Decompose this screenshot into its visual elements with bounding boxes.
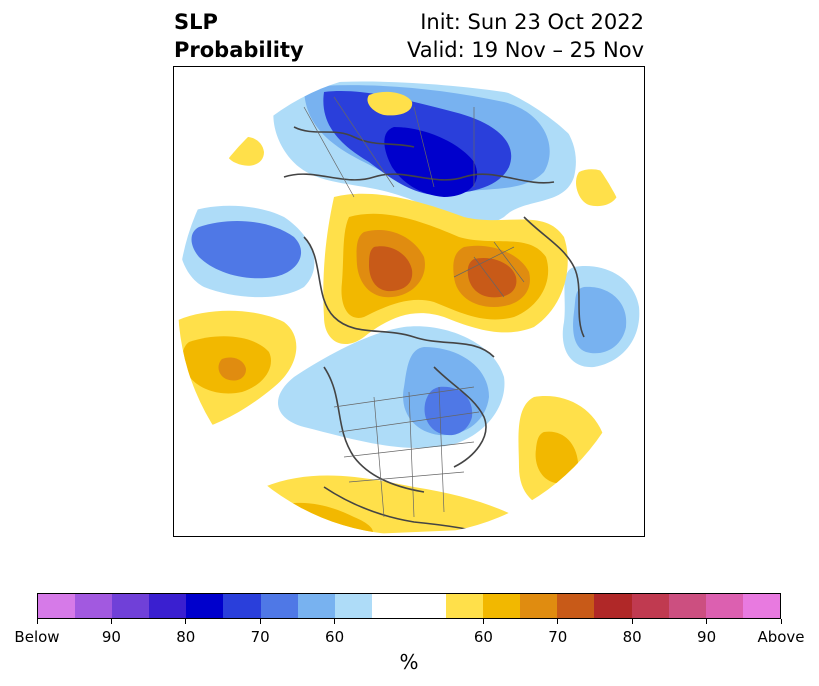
colorbar-cell [38,594,76,618]
colorbar-tick-label: 80 [176,628,196,646]
colorbar-cell [631,594,669,618]
colorbar-tick-label: 70 [250,628,270,646]
colorbar-cell [594,594,632,618]
valid-range: Valid: 19 Nov – 25 Nov [407,38,644,62]
colorbar-tick-mark [557,619,559,624]
colorbar-tick-mark [36,619,38,624]
colorbar-tick-mark [334,619,336,624]
colorbar-unit: % [399,650,419,674]
colorbar-cell [297,594,335,618]
borders [303,96,525,518]
colorbar-cell [112,594,150,618]
colorbar-cell [260,594,298,618]
colorbar-tick-mark [259,619,261,624]
below-normal-mid-east [573,286,627,354]
probability-map [174,67,644,536]
chart-title-right: Init: Sun 23 Oct 2022 Valid: 19 Nov – 25… [407,8,644,64]
chart-title-left: SLP Probability [174,8,304,64]
colorbar-tick-label: Above [757,628,805,646]
colorbar-tick-mark [706,619,708,624]
colorbar-cell [668,594,706,618]
colorbar-tick-label: Below [14,628,60,646]
above-normal-atlantic-mid [535,431,578,484]
above-normal-north [367,91,413,116]
above-normal-peak-east [467,257,517,298]
colorbar-cell [334,594,372,618]
below-normal-america-core [424,386,473,436]
colorbar-cell [186,594,224,618]
colorbar-cell [483,594,521,618]
colorbar-tick-mark [482,619,484,624]
colorbar-cell [371,594,409,618]
colorbar-tick-mark [631,619,633,624]
colorbar-tick-label: 90 [101,628,121,646]
colorbar-cell [705,594,743,618]
colorbar-cell [557,594,595,618]
coastlines [283,126,585,535]
colorbar-tick-mark [185,619,187,624]
colorbar-tick-label: 80 [622,628,642,646]
colorbar-cell [520,594,558,618]
colorbar-tick-mark [780,619,782,624]
colorbar-tick-label: 70 [548,628,568,646]
init-date: Init: Sun 23 Oct 2022 [420,10,644,34]
colorbar [37,593,781,619]
map-panel [173,66,645,537]
colorbar-cell [75,594,113,618]
colorbar-cell [742,594,780,618]
colorbar-tick-label: 90 [697,628,717,646]
colorbar-tick-label: 60 [473,628,493,646]
above-normal-peak-west [369,246,413,292]
colorbar-cell [223,594,261,618]
below-normal-mid-pacific [191,221,302,279]
title-variable: SLP [174,10,218,34]
colorbar-cell [149,594,187,618]
colorbar-cell [408,594,447,618]
colorbar-tick-mark [110,619,112,624]
colorbar-cell [446,594,484,618]
colorbar-tick-label: 60 [325,628,345,646]
above-normal-core-pacific [218,357,246,381]
title-type: Probability [174,38,304,62]
